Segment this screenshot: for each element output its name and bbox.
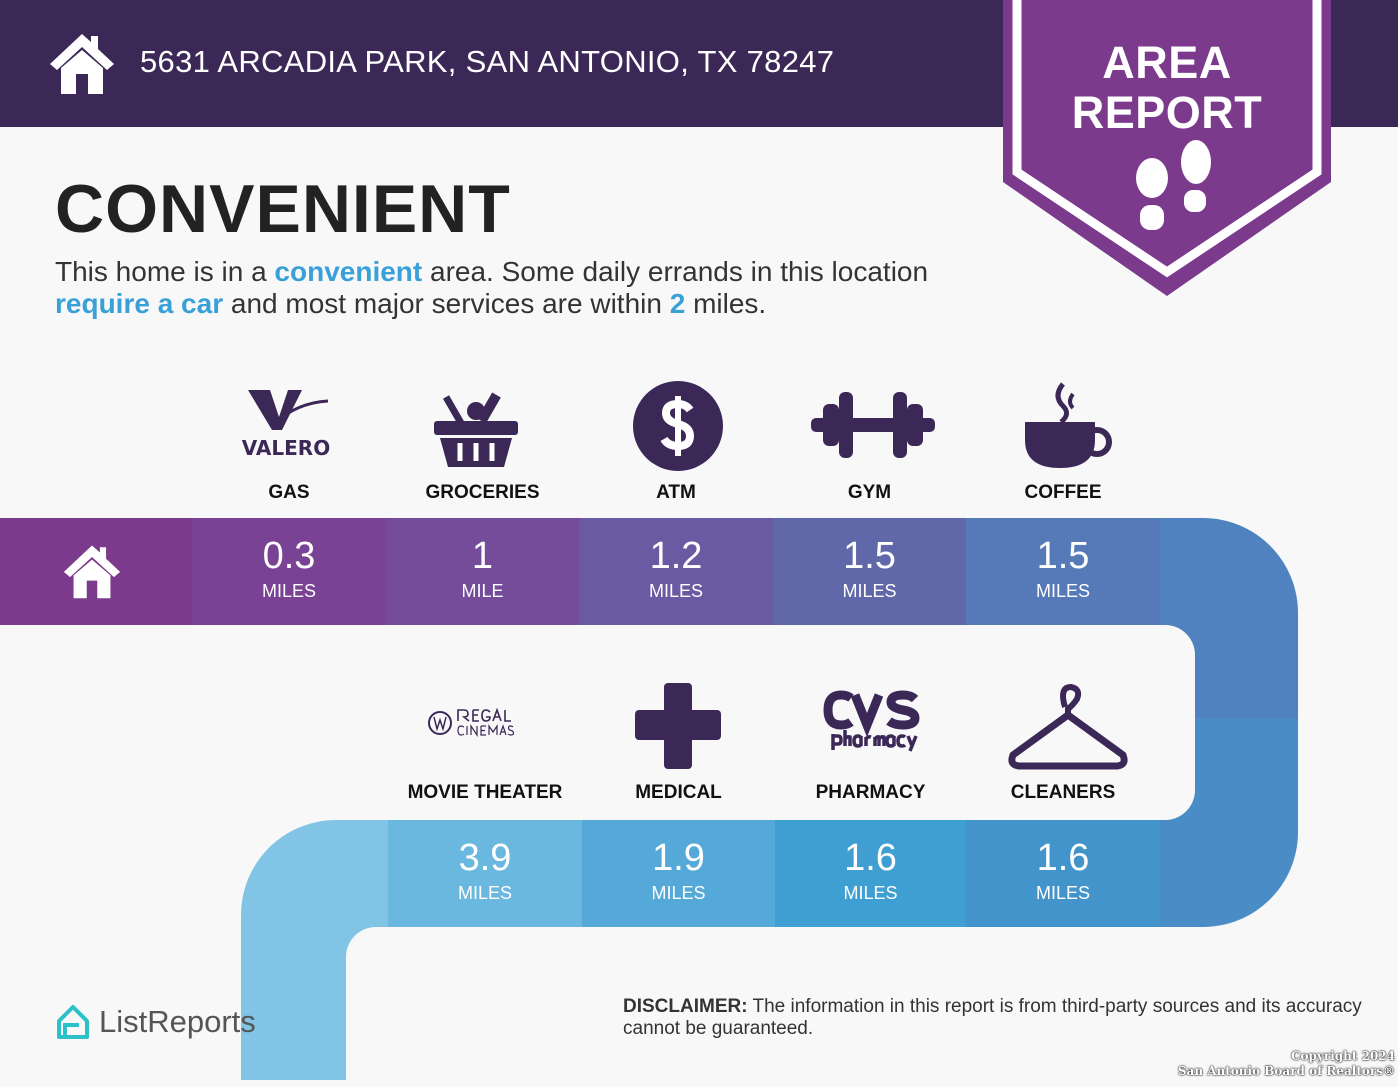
- listreports-icon: [57, 1005, 89, 1039]
- hanger-icon: [971, 683, 1165, 771]
- copyright-watermark: Copyright 2024 San Antonio Board of Realt…: [1178, 1049, 1395, 1079]
- dollar-icon: [581, 380, 775, 472]
- category-label: GYM: [847, 482, 892, 503]
- distance-unit: MILES: [651, 883, 706, 903]
- distance-unit: MILES: [842, 581, 897, 601]
- distance-value: 1.5: [843, 535, 896, 577]
- distance-cell: 1.5 MILES: [773, 518, 966, 625]
- distance-cell: 1.9 MILES: [582, 820, 775, 927]
- grocery-basket-icon: [379, 383, 573, 471]
- distance-value: 3.9: [458, 837, 512, 879]
- desc-highlight: 2: [669, 288, 686, 319]
- category-label: ATM: [656, 482, 696, 503]
- distance-unit: MILES: [648, 581, 704, 601]
- distance-unit: MILES: [843, 883, 898, 903]
- distance-value: 1.6: [1036, 837, 1090, 879]
- distance-cell: 1.6 MILES: [966, 820, 1160, 927]
- distance-value: 1: [471, 535, 494, 577]
- disclaimer-label: DISCLAIMER:: [623, 996, 748, 1017]
- category-label: COFFEE: [1024, 482, 1102, 503]
- distance-cell: 1.2 MILES: [579, 518, 773, 625]
- distance-unit: MILES: [457, 883, 513, 903]
- distance-value: 0.3: [262, 535, 316, 577]
- desc-text: This home is in a: [55, 256, 275, 287]
- distance-unit: MILES: [1035, 581, 1091, 601]
- coffee-cup-icon: [971, 382, 1165, 470]
- distance-cell: 0.3 MILES: [192, 518, 386, 625]
- distance-value: 1.6: [844, 837, 897, 879]
- home-icon: [50, 34, 114, 94]
- disclaimer: DISCLAIMER: The information in this repo…: [623, 996, 1395, 1040]
- copyright-line: Copyright 2024: [1290, 1049, 1395, 1063]
- distance-cell: 1 MILE: [386, 518, 579, 625]
- listreports-logo: ListReports: [55, 1003, 256, 1041]
- cvs-pharmacy-logo: [776, 690, 970, 752]
- category-label: MOVIE THEATER: [407, 782, 563, 803]
- category-label: MEDICAL: [635, 782, 722, 803]
- category-label: GAS: [268, 482, 310, 503]
- distance-cell: 1.5 MILES: [966, 518, 1160, 625]
- distance-cell: 3.9 MILES: [388, 820, 582, 927]
- property-address: 5631 ARCADIA PARK, SAN ANTONIO, TX 78247: [140, 44, 835, 79]
- badge-line-1: AREA: [1102, 37, 1232, 88]
- distance-value: 1.2: [649, 535, 703, 577]
- brand-name: ListReports: [99, 1004, 256, 1039]
- home-icon: [63, 545, 121, 599]
- category-label: CLEANERS: [1010, 782, 1116, 803]
- valero-text: VALERO: [242, 436, 330, 460]
- badge-line-2: REPORT: [1071, 87, 1263, 138]
- area-report-title: AREA REPORT: [1003, 38, 1331, 138]
- ribbon-inner: [1100, 625, 1195, 820]
- distance-value: 1.9: [652, 837, 705, 879]
- description: This home is in a convenient area. Some …: [55, 256, 1005, 320]
- distance-unit: MILES: [1035, 883, 1091, 903]
- distance-unit: MILE: [461, 581, 504, 601]
- distance-cell: 1.6 MILES: [775, 820, 966, 927]
- category-label: GROCERIES: [425, 482, 540, 503]
- distance-unit: MILES: [261, 581, 317, 601]
- ribbon-inner-left: [346, 927, 446, 1087]
- category-label: PHARMACY: [815, 782, 926, 803]
- footprints-icon: [1136, 140, 1211, 230]
- copyright-line: San Antonio Board of Realtors®: [1177, 1064, 1395, 1078]
- medical-cross-icon: [581, 683, 775, 769]
- desc-text: area. Some daily errands in this locatio…: [422, 256, 929, 287]
- valero-logo: VALERO: [189, 385, 383, 460]
- distance-value: 1.5: [1036, 535, 1090, 577]
- page-title: CONVENIENT: [55, 171, 511, 247]
- disclaimer-text: The information in this report is from t…: [623, 996, 1362, 1039]
- area-report-badge: [1003, 0, 1331, 296]
- desc-text: miles.: [685, 288, 767, 319]
- desc-text: and most major services are within: [223, 288, 670, 319]
- dumbbell-icon: [776, 390, 970, 462]
- desc-highlight: convenient: [274, 256, 423, 287]
- desc-highlight: require a car: [55, 288, 224, 319]
- regal-cinemas-logo: [386, 705, 580, 741]
